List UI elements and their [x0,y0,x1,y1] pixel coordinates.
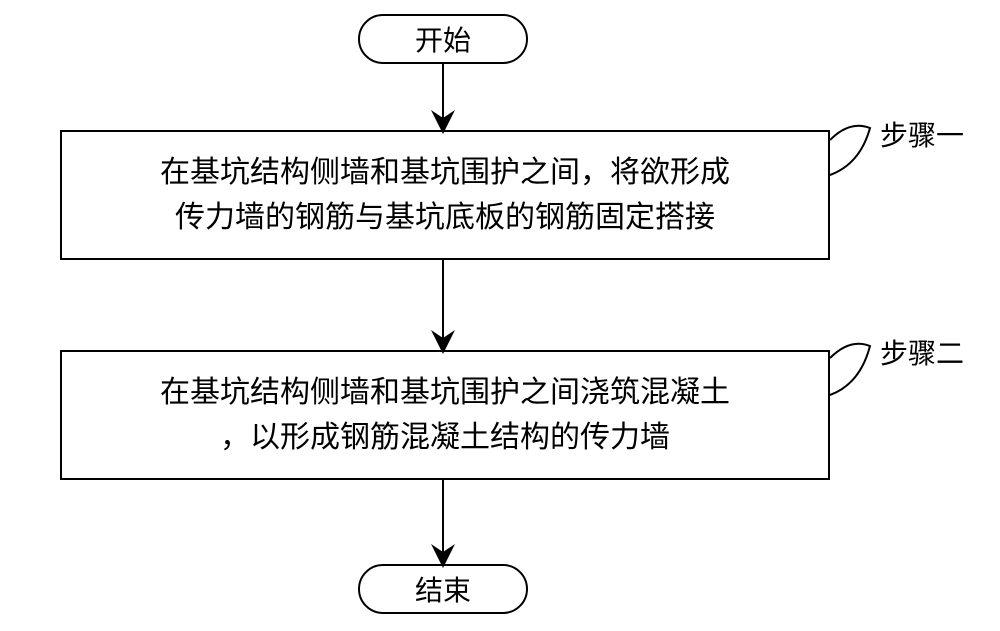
connectors [0,0,1000,631]
leader-line-step2 [830,344,870,395]
flowchart-canvas: 开始 在基坑结构侧墙和基坑围护之间，将欲形成 传力墙的钢筋与基坑底板的钢筋固定搭… [0,0,1000,631]
leader-line-step1 [830,126,870,175]
